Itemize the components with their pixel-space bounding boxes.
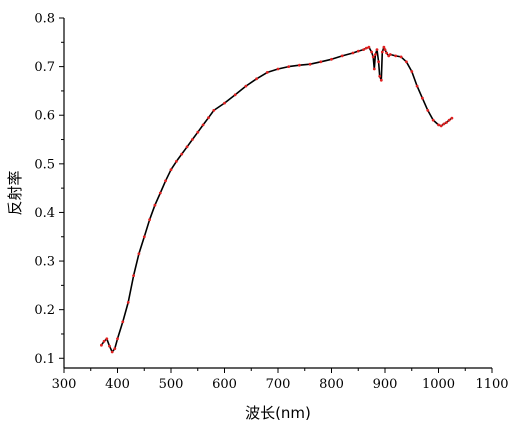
data-point — [276, 67, 280, 71]
plot-area — [100, 45, 454, 354]
data-point — [364, 46, 368, 50]
data-point — [405, 60, 408, 64]
x-tick-label: 500 — [159, 377, 184, 392]
data-point — [447, 118, 451, 122]
data-point — [121, 320, 125, 324]
x-tick-label: 300 — [52, 377, 77, 392]
data-point — [169, 168, 173, 172]
data-point — [126, 301, 130, 304]
data-point — [382, 45, 386, 49]
y-tick-label: 0.5 — [34, 157, 55, 172]
data-point — [383, 48, 387, 51]
data-point — [153, 203, 157, 207]
x-tick-label: 1000 — [422, 377, 455, 392]
data-point — [399, 55, 403, 59]
y-tick-label: 0.4 — [34, 206, 55, 221]
data-point — [158, 191, 162, 195]
x-tick-label: 1100 — [475, 377, 508, 392]
data-point — [431, 118, 435, 122]
data-point — [330, 57, 333, 61]
data-point — [426, 109, 430, 112]
data-point — [244, 84, 248, 88]
data-point — [380, 50, 384, 54]
data-point — [233, 93, 237, 97]
data-point — [371, 55, 375, 59]
data-point — [340, 54, 344, 58]
y-tick-label: 0.7 — [34, 60, 55, 75]
y-tick-label: 0.3 — [34, 255, 55, 270]
data-point — [437, 123, 440, 127]
ticks: 300 400 500 600 700 800 900 1000 1100 0.1 0.2 0.3 0.… — [34, 12, 508, 393]
data-point — [116, 337, 119, 341]
data-point — [191, 138, 194, 141]
data-point — [378, 74, 382, 78]
x-tick-label: 400 — [105, 377, 130, 392]
y-tick-label: 0.6 — [34, 109, 55, 124]
data-point — [356, 49, 360, 53]
data-point — [375, 48, 379, 51]
y-tick-label: 0.1 — [34, 352, 55, 367]
data-point — [394, 54, 398, 58]
data-point — [377, 60, 380, 64]
data-point — [372, 67, 376, 71]
series-line — [100, 46, 453, 353]
data-point — [105, 337, 109, 341]
data-point — [287, 65, 291, 68]
data-point — [255, 77, 258, 81]
data-point — [196, 130, 200, 134]
axes — [63, 18, 492, 369]
data-point — [421, 96, 424, 100]
x-tick-label: 600 — [212, 377, 237, 392]
x-tick-label: 900 — [373, 377, 398, 392]
data-point — [298, 63, 301, 67]
data-point — [132, 274, 136, 277]
data-point — [148, 218, 152, 222]
data-point — [142, 235, 146, 239]
x-tick-label: 700 — [266, 377, 291, 392]
data-point — [175, 160, 178, 163]
data-point — [113, 347, 117, 350]
data-point — [108, 344, 111, 348]
x-axis-title: 波长(nm) — [245, 404, 311, 422]
data-point — [100, 343, 103, 347]
data-point — [212, 109, 216, 112]
data-point — [265, 71, 269, 74]
data-point — [374, 53, 377, 56]
data-point — [379, 78, 383, 82]
data-point — [207, 116, 210, 120]
data-point — [137, 252, 141, 256]
data-point — [319, 60, 323, 64]
data-point — [370, 50, 373, 54]
data-point — [223, 101, 226, 105]
data-point — [351, 51, 355, 55]
data-point — [410, 70, 414, 73]
data-point — [164, 179, 168, 183]
data-point — [362, 48, 365, 51]
y-tick-label: 0.8 — [34, 12, 55, 27]
data-point — [385, 51, 388, 55]
data-point — [201, 123, 205, 127]
data-point — [185, 145, 189, 149]
data-point — [110, 350, 114, 354]
data-point — [442, 122, 446, 126]
data-point — [180, 152, 184, 156]
data-point — [445, 121, 448, 124]
data-point — [439, 124, 443, 128]
data-point — [450, 116, 454, 120]
data-point — [388, 53, 392, 56]
data-point — [308, 62, 312, 66]
y-tick-label: 0.2 — [34, 303, 55, 318]
data-point — [102, 339, 106, 343]
data-point — [367, 45, 371, 49]
x-tick-label: 800 — [319, 377, 344, 392]
y-axis-title: 反射率 — [6, 170, 24, 215]
data-point — [415, 84, 419, 88]
